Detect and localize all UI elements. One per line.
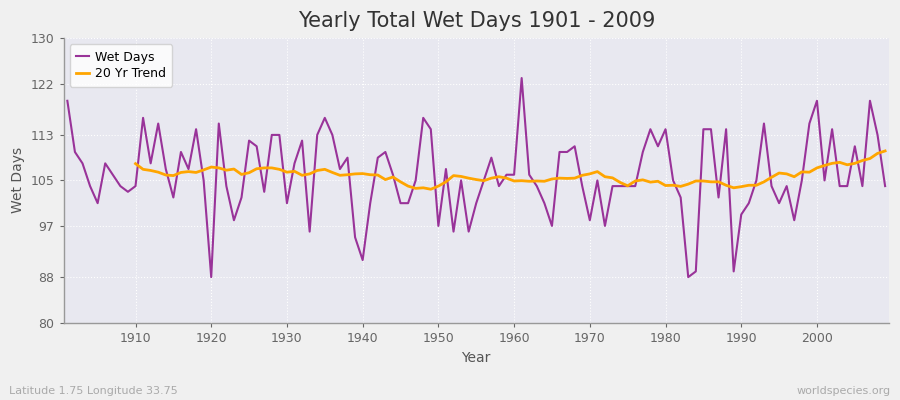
Wet Days [206, 275, 217, 280]
20 Yr Trend [274, 167, 284, 172]
20 Yr Trend [879, 148, 890, 153]
Wet Days [342, 155, 353, 160]
Text: Latitude 1.75 Longitude 33.75: Latitude 1.75 Longitude 33.75 [9, 386, 178, 396]
Line: 20 Yr Trend: 20 Yr Trend [136, 151, 885, 189]
20 Yr Trend [304, 172, 315, 176]
Y-axis label: Wet Days: Wet Days [11, 147, 25, 214]
20 Yr Trend [426, 187, 436, 192]
Wet Days [615, 184, 626, 188]
Legend: Wet Days, 20 Yr Trend: Wet Days, 20 Yr Trend [70, 44, 172, 87]
20 Yr Trend [827, 161, 838, 166]
Text: worldspecies.org: worldspecies.org [796, 386, 891, 396]
20 Yr Trend [130, 161, 141, 166]
Wet Days [508, 172, 519, 177]
Wet Days [517, 76, 527, 80]
20 Yr Trend [850, 161, 860, 166]
Wet Days [297, 138, 308, 143]
Wet Days [879, 184, 890, 188]
Wet Days [62, 98, 73, 103]
20 Yr Trend [524, 179, 535, 184]
Line: Wet Days: Wet Days [68, 78, 885, 277]
Wet Days [122, 189, 133, 194]
X-axis label: Year: Year [462, 351, 490, 365]
Wet Days [524, 172, 535, 177]
Title: Yearly Total Wet Days 1901 - 2009: Yearly Total Wet Days 1901 - 2009 [298, 11, 655, 31]
20 Yr Trend [584, 172, 595, 176]
